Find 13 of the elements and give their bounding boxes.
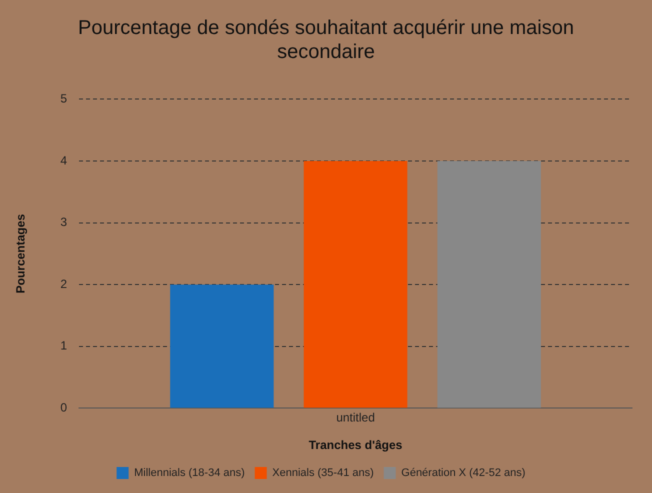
y-axis-title: Pourcentages [14,214,28,294]
y-tick-label: 1 [60,338,68,353]
y-tick-label: 4 [60,153,68,168]
x-tick-label: untitled [336,410,375,425]
y-tick-label: 3 [60,215,68,230]
legend-label: Xennials (35-41 ans) [272,467,374,480]
x-axis-title: Tranches d'âges [308,438,403,452]
y-tick-label: 0 [60,400,68,415]
y-tick-label: 2 [60,276,68,291]
legend-label: Génération X (42-52 ans) [401,467,526,480]
legend-label: Millennials (18-34 ans) [134,467,245,480]
chart-title: Pourcentage de sondés souhaitant acquérir une maison secondaire [77,16,575,64]
y-tick-label: 5 [60,92,68,106]
